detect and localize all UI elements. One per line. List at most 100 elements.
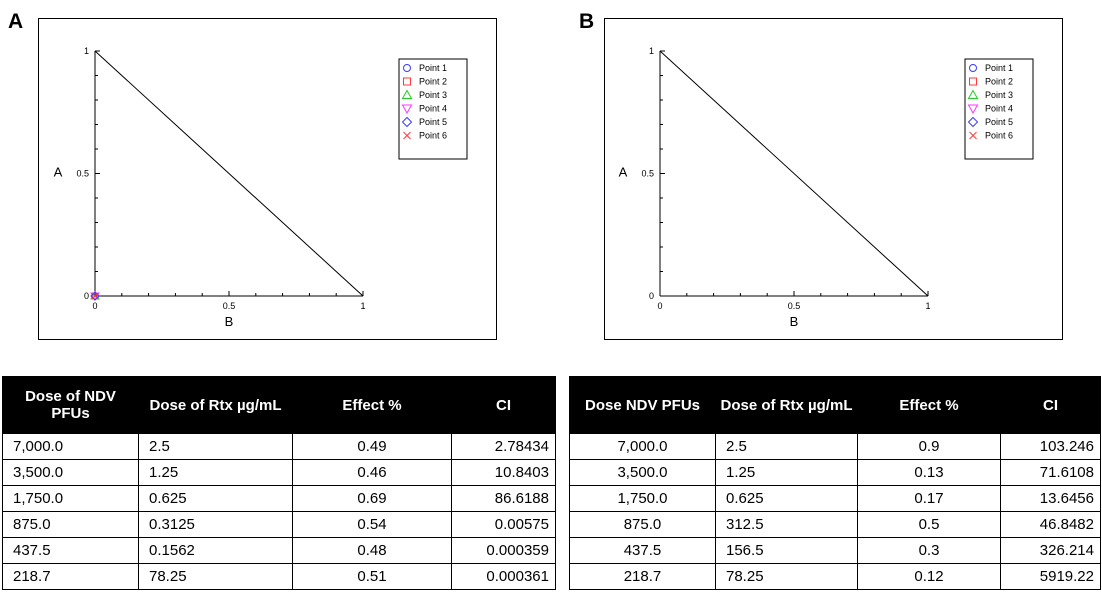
- column-header-effect: Effect %: [857, 376, 1001, 434]
- table-cell: 10.8403: [451, 459, 556, 486]
- plot-frame-a: [38, 18, 497, 340]
- table-cell: 1,750.0: [2, 485, 139, 512]
- table-row: 3,500.0 1.25 0.13 71.6108: [569, 459, 1101, 486]
- table-cell: 0.46: [292, 459, 452, 486]
- y-tick-label: 1: [84, 46, 89, 56]
- table-cell: 0.48: [292, 537, 452, 564]
- additivity-line: [659, 50, 929, 297]
- table-cell: 3,500.0: [2, 459, 139, 486]
- table-cell: 0.9: [857, 433, 1001, 460]
- legend-label: Point 2: [419, 77, 447, 87]
- table-cell: 0.17: [857, 485, 1001, 512]
- additivity-line: [94, 50, 364, 297]
- table-cell: 78.25: [715, 563, 858, 590]
- table-cell: 0.49: [292, 433, 452, 460]
- y-tick-label: 0: [649, 291, 654, 301]
- table-cell: 437.5: [2, 537, 139, 564]
- table-cell: 7,000.0: [2, 433, 139, 460]
- y-tick-label: 0.5: [641, 169, 654, 179]
- table-row: 218.7 78.25 0.51 0.000361: [2, 563, 556, 590]
- table-header-row: Dose of NDV PFUs Dose of Rtx µg/mL Effec…: [2, 376, 556, 434]
- legend-label: Point 1: [419, 63, 447, 73]
- table-cell: 3,500.0: [569, 459, 716, 486]
- legend-marker-4: [967, 104, 979, 115]
- table-header-row: Dose NDV PFUs Dose of Rtx µg/mL Effect %…: [569, 376, 1101, 434]
- table-cell: 0.51: [292, 563, 452, 590]
- x-tick-label: 0.5: [223, 301, 236, 311]
- table-cell: 7,000.0: [569, 433, 716, 460]
- y-axis-label: A: [54, 165, 63, 180]
- legend-marker-1: [403, 64, 411, 72]
- table-cell: 1.25: [138, 459, 293, 486]
- legend-marker-4: [401, 104, 413, 115]
- legend: Point 1 Point 2 Point 3 Point 4 Point 5 Point…: [964, 58, 1034, 160]
- table-cell: 86.6188: [451, 485, 556, 512]
- table-row: 7,000.0 2.5 0.9 103.246: [569, 433, 1101, 460]
- column-header-ci: CI: [1000, 376, 1101, 434]
- table-row: 1,750.0 0.625 0.69 86.6188: [2, 485, 556, 512]
- table-cell: 0.000359: [451, 537, 556, 564]
- panel-letter-a: A: [8, 10, 24, 33]
- legend-marker-1: [969, 64, 977, 72]
- data-point-4: [90, 292, 100, 302]
- legend-label: Point 1: [985, 63, 1013, 73]
- legend-label: Point 5: [419, 117, 447, 127]
- legend-marker-2: [403, 77, 411, 86]
- legend-marker-5: [967, 116, 979, 128]
- table-row: 875.0 0.3125 0.54 0.00575: [2, 511, 556, 538]
- data-table-b: Dose NDV PFUs Dose of Rtx µg/mL Effect %…: [569, 376, 1101, 590]
- data-point-6: [91, 292, 99, 300]
- table-cell: 2.78434: [451, 433, 556, 460]
- x-tick-label: 0.5: [788, 301, 801, 311]
- table-row: 437.5 0.1562 0.48 0.000359: [2, 537, 556, 564]
- table-cell: 0.3: [857, 537, 1001, 564]
- x-tick-label: 1: [925, 301, 930, 311]
- x-tick-label: 1: [360, 301, 365, 311]
- legend-label: Point 4: [419, 104, 447, 114]
- x-tick-label: 0: [657, 301, 662, 311]
- x-axis-label: B: [225, 314, 234, 329]
- legend-box: [964, 58, 1034, 160]
- table-cell: 218.7: [2, 563, 139, 590]
- column-header-ndv-dose: Dose of NDV PFUs: [2, 376, 139, 434]
- table-cell: 875.0: [569, 511, 716, 538]
- table-cell: 0.12: [857, 563, 1001, 590]
- table-cell: 103.246: [1000, 433, 1101, 460]
- y-tick-label: 0.5: [76, 169, 89, 179]
- table-row: 875.0 312.5 0.5 46.8482: [569, 511, 1101, 538]
- legend-label: Point 5: [985, 117, 1013, 127]
- x-tick-label: 0: [92, 301, 97, 311]
- legend-label: Point 6: [985, 131, 1013, 141]
- panel-letter-b: B: [579, 10, 595, 33]
- column-header-rtx-dose: Dose of Rtx µg/mL: [715, 376, 858, 434]
- table-row: 3,500.0 1.25 0.46 10.8403: [2, 459, 556, 486]
- legend-label: Point 4: [985, 104, 1013, 114]
- table-cell: 0.00575: [451, 511, 556, 538]
- table-cell: 5919.22: [1000, 563, 1101, 590]
- legend-marker-6: [403, 131, 411, 140]
- table-cell: 0.13: [857, 459, 1001, 486]
- column-header-rtx-dose: Dose of Rtx µg/mL: [138, 376, 293, 434]
- legend-label: Point 2: [985, 77, 1013, 87]
- y-tick-label: 1: [649, 46, 654, 56]
- legend-marker-2: [969, 77, 977, 86]
- column-header-ndv-dose: Dose NDV PFUs: [569, 376, 716, 434]
- data-point-5: [90, 291, 100, 301]
- table-cell: 0.625: [138, 485, 293, 512]
- x-axis-label: B: [790, 314, 799, 329]
- legend-label: Point 3: [985, 90, 1013, 100]
- table-cell: 78.25: [138, 563, 293, 590]
- legend-marker-5: [401, 116, 413, 128]
- legend: Point 1 Point 2 Point 3 Point 4 Point 5 Point…: [398, 58, 468, 160]
- y-tick-label: 0: [84, 291, 89, 301]
- data-table-a: Dose of NDV PFUs Dose of Rtx µg/mL Effec…: [2, 376, 556, 590]
- legend-marker-3: [401, 89, 413, 99]
- column-header-ci: CI: [451, 376, 556, 434]
- table-cell: 437.5: [569, 537, 716, 564]
- table-cell: 46.8482: [1000, 511, 1101, 538]
- table-cell: 0.54: [292, 511, 452, 538]
- table-cell: 0.1562: [138, 537, 293, 564]
- table-cell: 2.5: [715, 433, 858, 460]
- y-axis-label: A: [619, 165, 628, 180]
